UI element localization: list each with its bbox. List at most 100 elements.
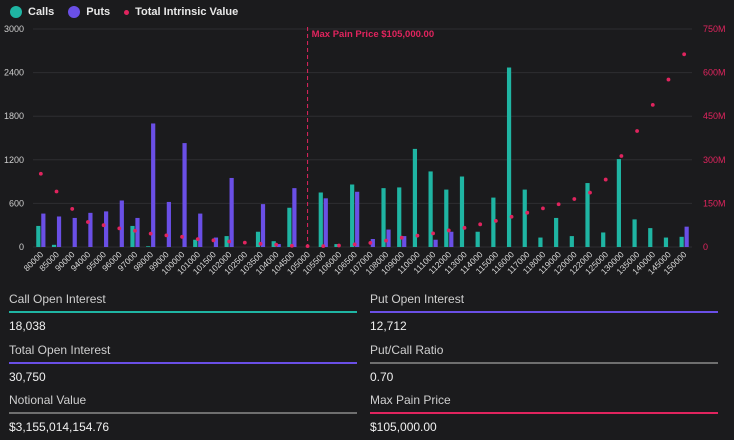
y-right-tick-label: 0 — [703, 242, 708, 252]
intrinsic-value-point — [133, 228, 137, 233]
intrinsic-value-point — [86, 220, 90, 224]
intrinsic-value-point — [227, 239, 232, 244]
intrinsic-value-point — [242, 240, 247, 245]
intrinsic-value-point — [682, 52, 687, 57]
put-oi-underline — [370, 311, 718, 313]
intrinsic-value-point — [462, 225, 467, 230]
intrinsic-value-point — [525, 210, 530, 215]
puts-bar — [684, 226, 689, 247]
puts-bar — [370, 239, 375, 247]
calls-bar — [193, 239, 198, 247]
max-pain-price-stat: Max Pain Price $105,000.00 — [370, 393, 718, 434]
intrinsic-value-point — [70, 207, 75, 211]
puts-bar — [386, 229, 391, 247]
puts-bar — [276, 244, 281, 247]
intrinsic-value-point — [195, 237, 200, 242]
intrinsic-value-point — [399, 235, 404, 240]
intrinsic-value-point — [446, 228, 451, 233]
y-left-tick-label: 0 — [19, 242, 24, 252]
intrinsic-value-point — [164, 233, 169, 238]
calls-bar — [648, 228, 653, 247]
calls-bar — [255, 231, 261, 247]
intrinsic-value-point — [258, 241, 263, 246]
calls-bar — [538, 237, 543, 247]
calls-bar — [475, 231, 480, 247]
call-oi-label: Call Open Interest — [9, 292, 106, 306]
calls-bar — [381, 188, 386, 247]
notional-underline — [9, 412, 357, 414]
calls-bar — [397, 187, 402, 247]
puts-bar — [56, 216, 62, 247]
legend-puts-label: Puts — [86, 6, 111, 18]
stats-panel: Call Open Interest 18,038 Put Open Inter… — [0, 290, 734, 440]
intrinsic-value-point — [54, 189, 59, 194]
calls-bar — [491, 197, 496, 247]
intrinsic-value-point — [572, 197, 577, 201]
puts-bar — [213, 237, 219, 247]
puts-bar — [449, 231, 454, 247]
puts-bar — [198, 213, 203, 247]
legend-calls[interactable]: Calls — [10, 6, 54, 18]
calls-bar — [51, 244, 57, 247]
pc-ratio-value: 0.70 — [370, 370, 394, 384]
intrinsic-value-point — [415, 233, 420, 238]
intrinsic-value-point — [38, 171, 43, 176]
intrinsic-value-point — [384, 238, 388, 243]
intrinsic-value-point — [148, 231, 153, 236]
legend-intrinsic-label: Total Intrinsic Value — [135, 6, 239, 18]
calls-bar — [412, 148, 418, 247]
max-pain-label: Max Pain Price — [370, 393, 451, 407]
puts-bar — [104, 211, 109, 247]
intrinsic-value-point — [180, 234, 184, 239]
y-left-tick-label: 600 — [9, 198, 24, 208]
pc-ratio-label: Put/Call Ratio — [370, 343, 444, 357]
intrinsic-value-point — [619, 154, 624, 158]
legend-intrinsic[interactable]: Total Intrinsic Value — [124, 6, 238, 18]
intrinsic-value-point — [478, 222, 483, 227]
y-left-tick-label: 3000 — [4, 24, 24, 34]
puts-bar — [292, 188, 297, 247]
y-left-tick-label: 2400 — [4, 68, 24, 78]
puts-bar — [72, 217, 77, 247]
intrinsic-value-point — [588, 190, 592, 195]
put-open-interest-stat: Put Open Interest 12,712 — [370, 292, 718, 333]
total-oi-value: 30,750 — [9, 370, 46, 384]
calls-bar — [428, 171, 433, 247]
calls-bar — [287, 207, 292, 247]
puts-bar — [260, 204, 266, 247]
intrinsic-value-point — [368, 241, 373, 245]
puts-bar — [88, 212, 93, 247]
intrinsic-value-point — [211, 238, 216, 243]
calls-bar — [130, 225, 135, 247]
y-left-tick-label: 1200 — [4, 155, 24, 165]
open-interest-chart: 0 600 1200 1800 2400 3000 0 150M 300M 450M 600M 750… — [4, 24, 726, 276]
y-right-tick-label: 450M — [703, 111, 726, 121]
calls-bar — [271, 241, 276, 247]
intrinsic-value-point — [117, 226, 122, 231]
puts-bar — [323, 198, 328, 247]
total-oi-underline — [9, 362, 357, 364]
y-left-tick-label: 1800 — [4, 111, 24, 121]
calls-bar — [601, 232, 606, 247]
intrinsic-value-point — [493, 218, 498, 223]
put-oi-value: 12,712 — [370, 319, 407, 333]
puts-bar — [135, 217, 140, 247]
y-right-tick-label: 300M — [703, 155, 726, 165]
legend-puts[interactable]: Puts — [68, 6, 110, 18]
calls-bar — [146, 246, 151, 247]
intrinsic-value-point — [541, 206, 545, 211]
puts-bar — [402, 236, 407, 247]
calls-bar — [506, 67, 512, 247]
intrinsic-value-point — [337, 243, 341, 248]
calls-bar — [585, 183, 590, 247]
total-oi-label: Total Open Interest — [9, 343, 111, 357]
intrinsic-value-point — [650, 102, 655, 107]
puts-swatch — [68, 6, 81, 18]
calls-bar — [554, 217, 559, 247]
calls-bar — [459, 176, 465, 247]
calls-bar — [522, 189, 527, 247]
calls-bar — [569, 236, 574, 247]
intrinsic-value-point — [289, 243, 294, 248]
calls-bar — [679, 236, 684, 247]
call-oi-value: 18,038 — [9, 319, 46, 333]
